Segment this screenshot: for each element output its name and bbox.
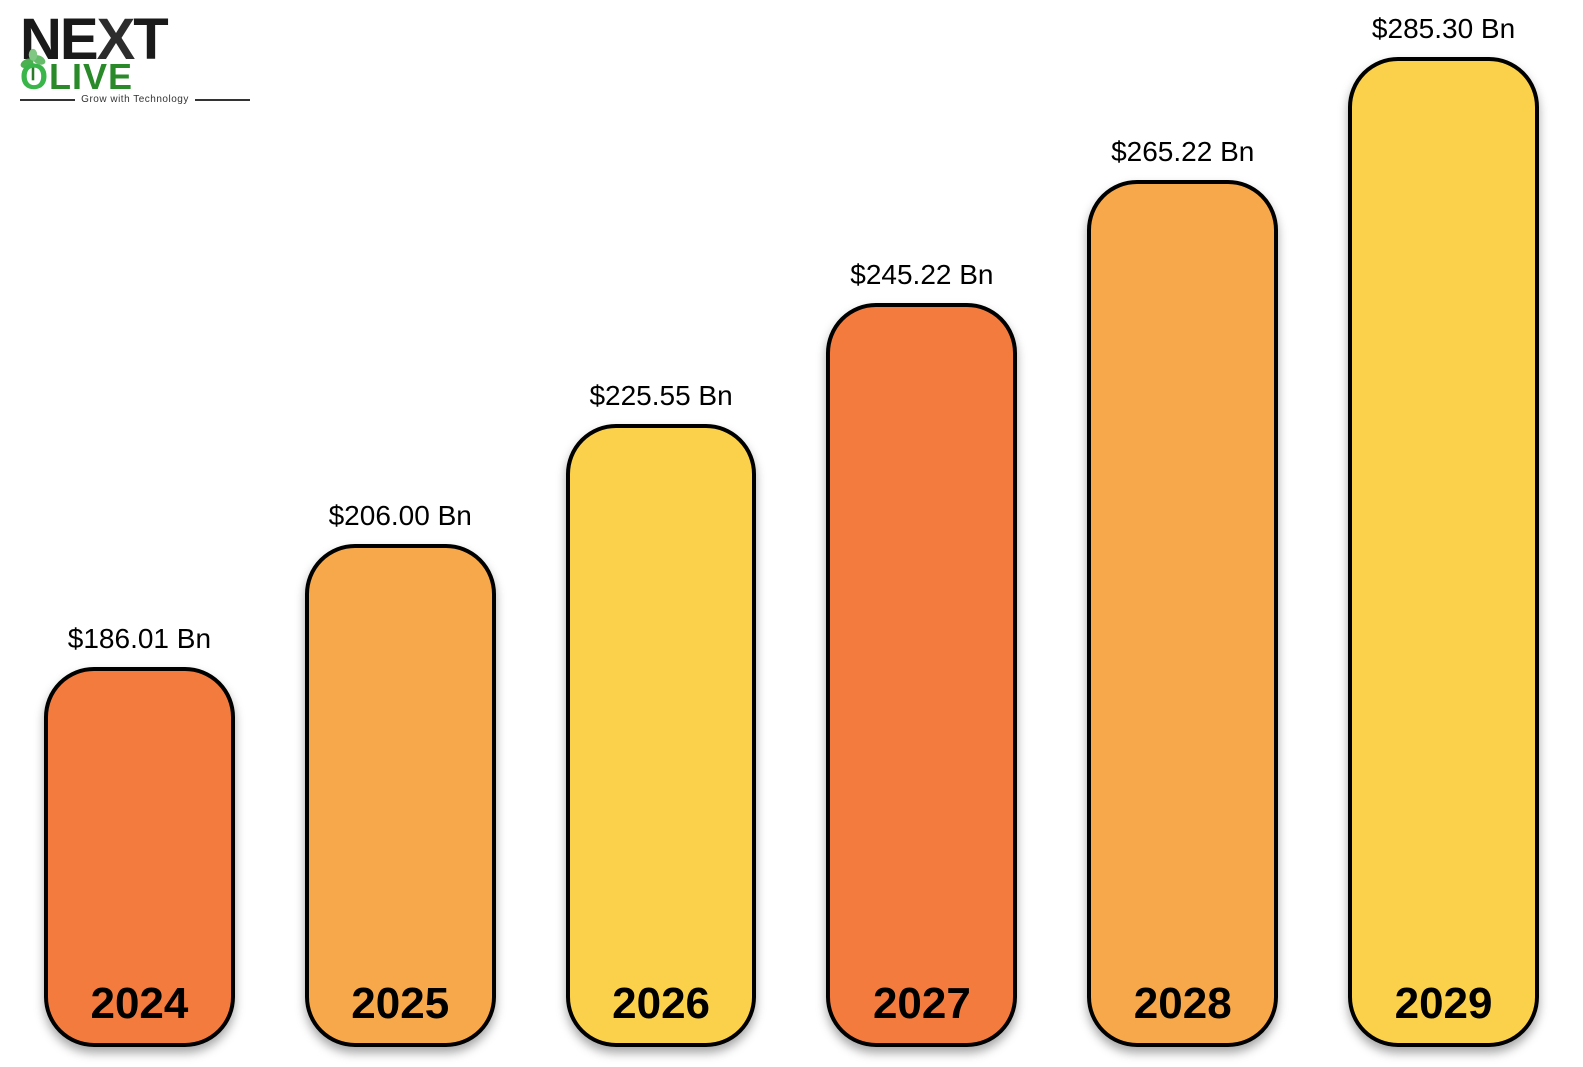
bar-wrap-2026: $225.55 Bn 2026 [566,0,757,1047]
year-label: 2028 [1134,979,1232,1029]
bar: 2024 [44,667,235,1047]
bar-wrap-2024: $186.01 Bn 2024 [44,0,235,1047]
value-label: $265.22 Bn [1111,136,1254,168]
year-label: 2024 [90,979,188,1029]
bar: 2029 [1348,57,1539,1047]
bar-wrap-2028: $265.22 Bn 2028 [1087,0,1278,1047]
year-label: 2027 [873,979,971,1029]
value-label: $206.00 Bn [329,500,472,532]
value-label: $285.30 Bn [1372,13,1515,45]
bar-wrap-2025: $206.00 Bn 2025 [305,0,496,1047]
year-label: 2025 [351,979,449,1029]
bar: 2025 [305,544,496,1047]
year-label: 2029 [1395,979,1493,1029]
bar-wrap-2027: $245.22 Bn 2027 [826,0,1017,1047]
bar: 2026 [566,424,757,1047]
bar: 2027 [826,303,1017,1047]
bar-wrap-2029: $285.30 Bn 2029 [1348,0,1539,1047]
value-label: $245.22 Bn [850,259,993,291]
value-label: $186.01 Bn [68,623,211,655]
value-label: $225.55 Bn [589,380,732,412]
revenue-bar-chart: $186.01 Bn 2024 $206.00 Bn 2025 $225.55 Bn 20… [44,0,1539,1047]
bar: 2028 [1087,180,1278,1047]
year-label: 2026 [612,979,710,1029]
